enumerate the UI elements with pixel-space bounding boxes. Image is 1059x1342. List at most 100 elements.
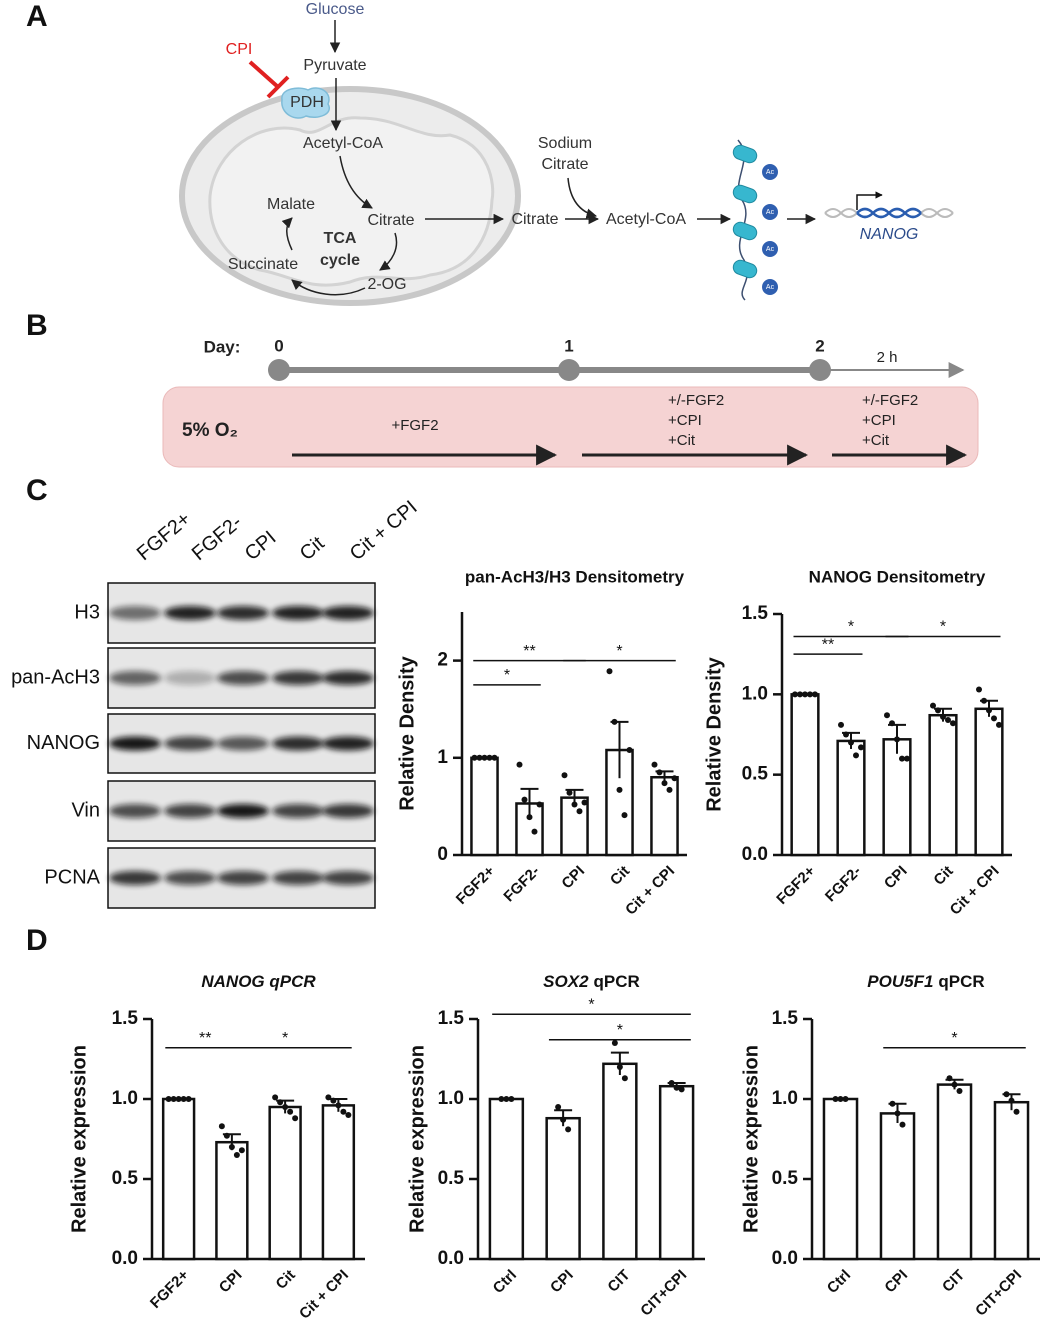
data-point: [325, 1094, 332, 1101]
bar: [928, 713, 958, 857]
y-tick-label: 0.0: [742, 844, 768, 865]
x-tick-label: FGF2-: [822, 863, 865, 906]
y-axis-label: Relative Density: [703, 656, 725, 811]
data-point: [792, 691, 798, 698]
bar: [974, 707, 1004, 857]
data-point: [930, 702, 936, 709]
data-point: [940, 713, 946, 720]
band: [164, 606, 216, 620]
band: [217, 606, 269, 620]
histone: [732, 184, 758, 204]
chart-title: pan-AcH3/H3 Densitometry: [465, 567, 685, 586]
data-point: [838, 721, 844, 728]
data-point: [797, 691, 803, 698]
data-point: [476, 754, 483, 761]
band: [109, 606, 161, 620]
x-tick-label: CIT: [604, 1267, 633, 1296]
significance-label: *: [282, 1030, 288, 1047]
data-point: [218, 1123, 225, 1130]
timeline: Day: 0 1 2 2 h 5% O₂ +FGF2 +/-FGF2 +CPI …: [162, 336, 979, 468]
data-point: [1008, 1097, 1015, 1104]
data-point: [807, 691, 813, 698]
band: [272, 804, 324, 818]
data-point: [1013, 1108, 1020, 1115]
data-point: [976, 686, 982, 693]
data-point: [228, 1144, 235, 1150]
data-point: [277, 1099, 284, 1106]
y-axis-label: Relative expression: [68, 1045, 90, 1233]
data-point: [894, 736, 900, 743]
data-point: [576, 808, 583, 815]
bar: [602, 1062, 638, 1261]
supplement: Sodium: [538, 135, 592, 152]
data-point: [616, 1064, 623, 1070]
y-tick-label: 0.5: [772, 1168, 799, 1189]
significance-label: **: [822, 636, 834, 653]
significance-label: *: [617, 1022, 623, 1039]
chart-title: NANOG qPCR: [201, 972, 316, 991]
data-point: [671, 775, 678, 782]
day: 2: [815, 336, 824, 355]
bar: [268, 1105, 302, 1261]
day-label: Day:: [204, 337, 241, 356]
gene-region: [856, 207, 922, 219]
y-tick-label: 1.0: [438, 1088, 464, 1109]
y-axis-label: Relative expression: [406, 1045, 428, 1233]
metabolite: Acetyl-CoA: [606, 211, 686, 228]
metabolite: Succinate: [228, 256, 298, 273]
x-tick-label: CPI: [547, 1267, 577, 1297]
row-label: PCNA: [44, 866, 100, 888]
data-point: [498, 1096, 505, 1102]
y-tick-label: 1: [437, 747, 448, 768]
data-point: [666, 786, 673, 793]
data-point: [894, 1110, 901, 1117]
data-point: [950, 720, 956, 727]
x-tick-label: Cit + CPI: [296, 1267, 352, 1323]
data-point: [581, 799, 588, 806]
arrow: [567, 177, 598, 219]
lane-label: Cit: [296, 532, 329, 565]
x-tick-label: FGF2+: [453, 862, 498, 907]
significance-label: *: [848, 619, 854, 636]
bar: [161, 1097, 196, 1261]
data-point: [837, 1096, 844, 1102]
data-point: [904, 755, 910, 762]
x-tick-label: FGF2+: [773, 862, 818, 907]
metabolite: Malate: [267, 196, 315, 213]
day-node: [268, 359, 290, 381]
row-label: NANOG: [27, 732, 100, 754]
data-point: [165, 1096, 172, 1102]
data-point: [626, 747, 633, 754]
x-tick-label: Cit: [607, 863, 633, 889]
data-point: [848, 739, 854, 746]
treatment: +Cit: [862, 432, 890, 449]
data-point: [238, 1147, 245, 1154]
data-point: [287, 1108, 294, 1115]
x-tick-label: CIT: [939, 1267, 968, 1296]
y-tick-label: 0.5: [742, 764, 769, 785]
y-axis-label: Relative Density: [396, 655, 418, 810]
data-point: [180, 1096, 187, 1102]
data-point: [330, 1097, 337, 1104]
bar: [650, 775, 679, 857]
arrow: [379, 232, 398, 271]
acetyl-label: Ac: [766, 246, 775, 253]
x-tick-label: Cit + CPI: [947, 863, 1003, 919]
enzyme-label: PDH: [290, 94, 324, 111]
bar: [470, 756, 499, 857]
treatment: +Cit: [668, 432, 696, 449]
y-tick-label: 2: [437, 650, 448, 671]
data-point: [981, 697, 987, 704]
y-tick-label: 0.5: [112, 1168, 139, 1189]
y-tick-label: 1.5: [772, 1008, 799, 1029]
significance-label: *: [588, 996, 594, 1013]
significance-label: *: [504, 667, 510, 684]
western-blot: FGF2+FGF2-CPI Cit Cit + CPI H3 pan-AcH3 NANOG…: [11, 496, 422, 909]
histone: [732, 221, 758, 241]
data-point: [345, 1112, 352, 1118]
metabolite: Glucose: [306, 1, 365, 18]
band: [272, 736, 324, 751]
x-tick-label: CPI: [881, 863, 911, 893]
charts: pan-AcH3/H3 Densitometry Relative Density…: [68, 567, 1040, 1323]
pathway-diagram: Glucose Pyruvate CPI PDH Acetyl-CoA Citr…: [179, 1, 954, 306]
